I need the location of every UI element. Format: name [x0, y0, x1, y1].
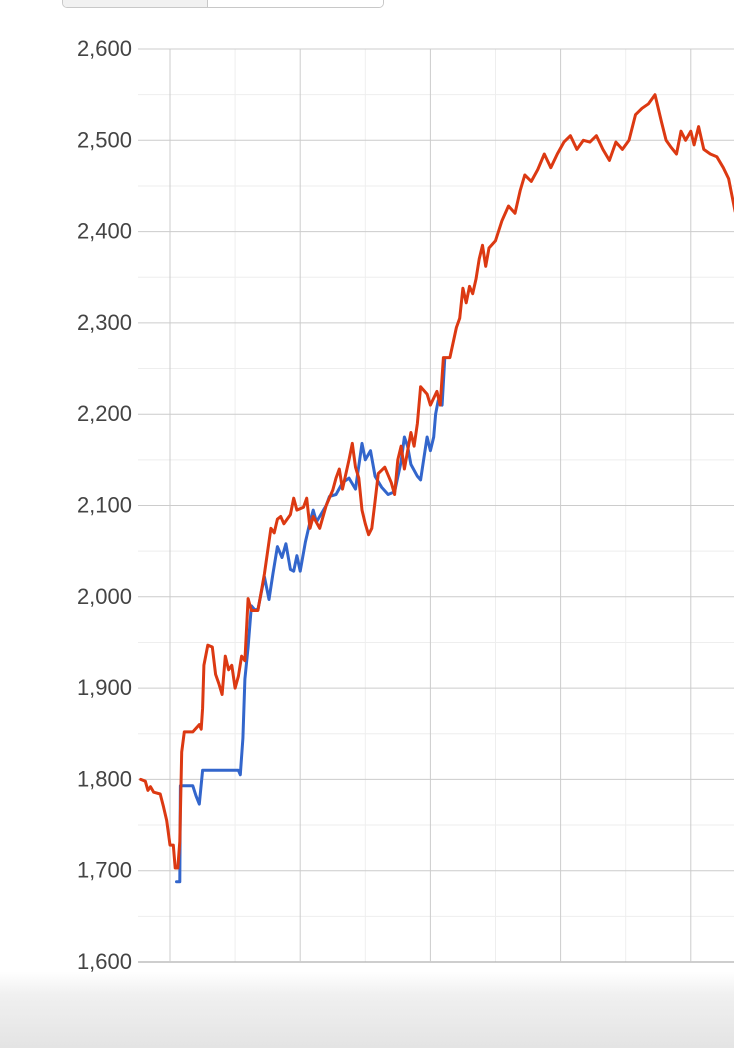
series-lines	[139, 93, 734, 884]
y-tick-label: 1,700	[77, 858, 132, 883]
range-selector[interactable]	[62, 0, 384, 8]
y-axis-tick-labels: 1,600 1,700 1,800 1,900 2,000 2,100 2,200 2,300…	[77, 36, 132, 974]
y-tick-label: 2,100	[77, 493, 132, 518]
series-line-2	[139, 93, 734, 870]
bottom-scroll-bar	[0, 972, 734, 1048]
range-selector-left-segment[interactable]	[63, 0, 208, 7]
y-tick-label: 2,200	[77, 401, 132, 426]
y-tick-label: 2,500	[77, 127, 132, 152]
series-line-1	[175, 357, 447, 884]
y-tick-label: 2,300	[77, 310, 132, 335]
y-tick-label: 1,900	[77, 675, 132, 700]
range-selector-right-segment[interactable]	[208, 0, 383, 7]
y-tick-label: 1,800	[77, 766, 132, 791]
y-tick-label: 2,000	[77, 584, 132, 609]
y-tick-label: 1,600	[77, 949, 132, 974]
y-tick-label: 2,600	[77, 36, 132, 61]
y-tick-label: 2,400	[77, 219, 132, 244]
